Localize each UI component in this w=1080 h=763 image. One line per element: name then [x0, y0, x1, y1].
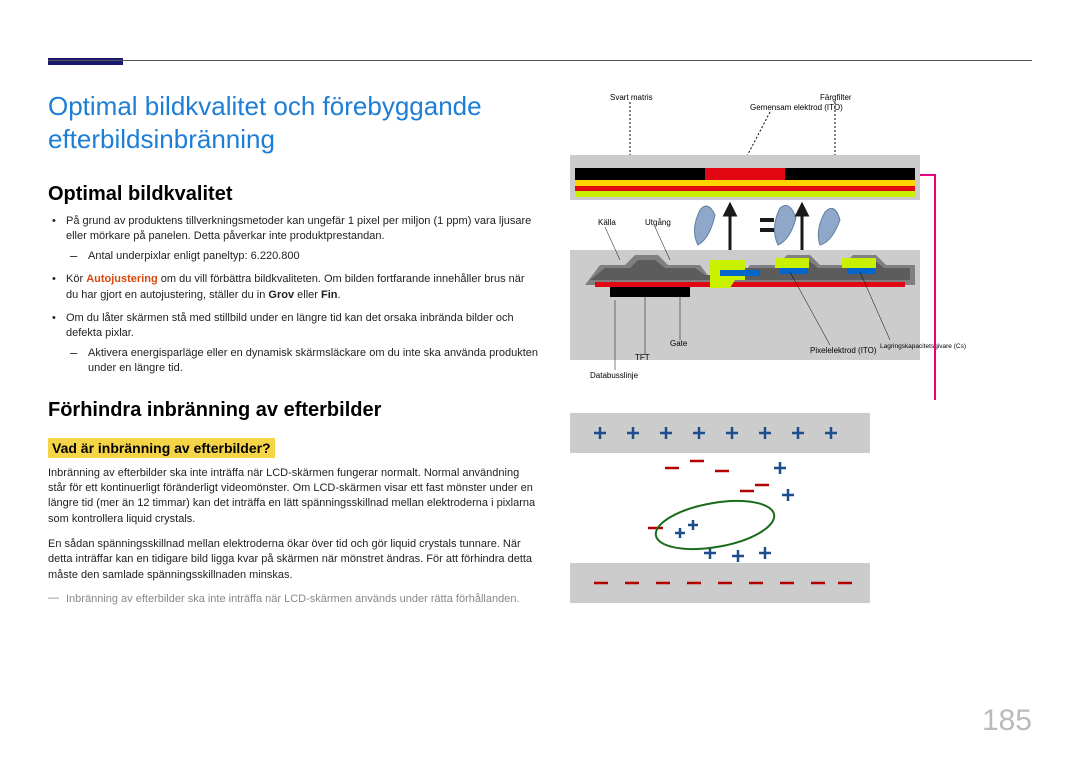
bullet-1a: Antal underpixlar enligt paneltyp: 6.220…	[88, 249, 538, 264]
section2-p2: En sådan spänningsskillnad mellan elektr…	[48, 537, 538, 583]
label-tft: TFT	[635, 353, 650, 362]
label-databuss: Databusslinje	[590, 371, 639, 380]
section2-heading: Förhindra inbränning av efterbilder	[48, 399, 538, 422]
bullet-3a: Aktivera energisparläge eller en dynamis…	[88, 346, 538, 377]
polarisation-diagram	[570, 413, 940, 603]
lc-molecules	[694, 206, 840, 245]
label-gate: Gate	[670, 339, 688, 348]
main-text-column: Optimal bildkvalitet och förebyggande ef…	[48, 90, 538, 605]
label-pixelelektrod: Pixelelektrod (ITO)	[810, 346, 877, 355]
field-arrows	[725, 205, 807, 250]
bullet-1: På grund av produktens tillverkningsmeto…	[66, 214, 538, 264]
label-kalla: Källa	[598, 218, 616, 227]
label-fargfilter: Färgfilter	[820, 93, 852, 102]
diagram-column: Svart matris Gemensam elektrod (ITO) Fär…	[570, 90, 1040, 608]
bullet-3: Om du låter skärmen stå med stillbild un…	[66, 311, 538, 377]
lcd-cross-section-diagram: Svart matris Gemensam elektrod (ITO) Fär…	[570, 90, 1040, 400]
bullet-2: Kör Autojustering om du vill förbättra b…	[66, 272, 538, 303]
label-svart-matris: Svart matris	[610, 93, 653, 102]
top-rule	[48, 60, 1032, 61]
section2-p1: Inbränning av efterbilder ska inte inträ…	[48, 466, 538, 528]
label-lagring: Lagringskapacitetsgivare (Cs)	[880, 343, 966, 350]
label-utgang: Utgång	[645, 218, 671, 227]
ellipse-highlight	[652, 493, 778, 557]
section2-sub: Vad är inbränning av efterbilder?	[48, 438, 275, 458]
section1-list: På grund av produktens tillverkningsmeto…	[48, 214, 538, 377]
section1-heading: Optimal bildkvalitet	[48, 183, 538, 206]
page-number: 185	[982, 704, 1032, 738]
page-title: Optimal bildkvalitet och förebyggande ef…	[48, 90, 538, 155]
section2-note: Inbränning av efterbilder ska inte inträ…	[48, 593, 538, 605]
label-gemensam: Gemensam elektrod (ITO)	[750, 103, 843, 112]
